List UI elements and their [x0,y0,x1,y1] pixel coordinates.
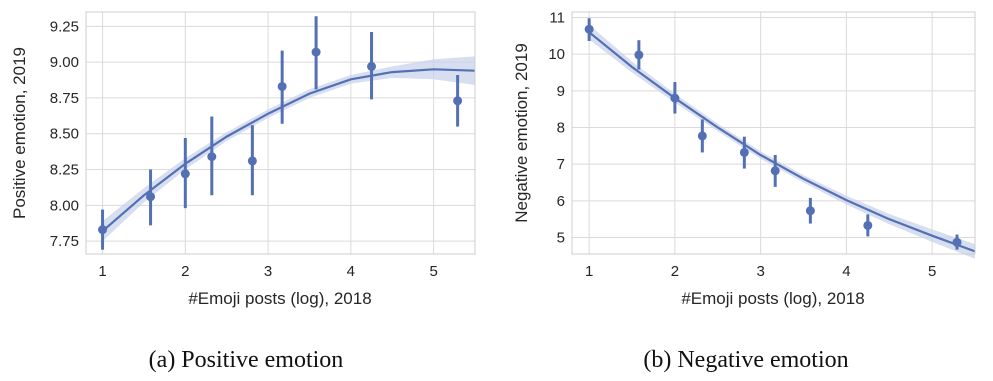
x-tick-label: 5 [928,263,936,280]
fit-line [588,31,976,253]
data-point [453,96,463,106]
y-tick-label: 5 [557,230,565,247]
data-point [863,220,873,230]
y-axis-label: Negative emotion, 2019 [512,43,531,223]
data-points [584,24,962,247]
panel-negative-emotion: 1 2 3 4 5 5 6 7 8 9 10 11 #Emoji posts (log), 2018… [512,10,976,373]
data-point [770,166,780,176]
x-axis-label: #Emoji posts (log), 2018 [681,289,864,308]
x-tick-label: 1 [98,263,106,280]
x-tick-label: 2 [181,263,189,280]
x-tick-label: 3 [756,263,764,280]
confidence-band-area [102,56,475,242]
y-tick-label: 6 [557,193,565,210]
y-tick-label: 8.50 [50,126,79,143]
grid-lines [572,12,975,254]
confidence-band-area [589,24,975,259]
data-point [146,192,156,202]
x-axis-label: #Emoji posts (log), 2018 [188,289,371,308]
y-tick-labels: 7.75 8.00 8.25 8.50 8.75 9.00 9.25 [50,18,79,250]
y-tick-label: 11 [549,10,565,27]
y-tick-label: 7.75 [50,233,79,250]
fit-line [101,68,476,232]
x-tick-label: 5 [429,263,437,280]
data-point [670,93,680,103]
data-point [207,152,217,162]
y-tick-labels: 5 6 7 8 9 10 11 [548,10,565,247]
x-tick-label: 2 [671,263,679,280]
y-tick-label: 9 [557,83,565,100]
data-point [277,81,287,91]
data-point [634,50,644,60]
y-axis-label: Positive emotion, 2019 [10,47,29,219]
plot-area [86,12,475,254]
data-point [739,147,749,157]
x-tick-label: 3 [264,263,272,280]
data-point [952,237,962,247]
data-point [805,206,815,216]
y-tick-label: 9.25 [50,18,79,35]
x-tick-label: 4 [347,263,355,280]
confidence-band [102,56,475,242]
data-point [584,24,594,34]
y-tick-label: 8 [557,120,565,137]
plot-frame [85,11,476,255]
y-tick-label: 9.00 [50,54,79,71]
y-tick-label: 10 [548,46,565,63]
x-tick-label: 4 [842,263,850,280]
caption-a: (a) Positive emotion [149,347,344,373]
data-point [367,61,377,71]
confidence-band [589,24,975,259]
data-point [311,47,321,57]
y-tick-label: 7 [557,156,565,173]
plot-area [572,12,975,254]
caption-b: (b) Negative emotion [643,347,848,373]
y-tick-label: 8.75 [50,90,79,107]
plot-frame [571,11,976,255]
fit-curve [588,31,976,253]
fit-curve [101,68,476,232]
data-point [247,156,257,166]
x-tick-label: 1 [585,263,593,280]
data-point [697,131,707,141]
x-tick-labels: 1 2 3 4 5 [98,263,437,280]
panel-positive-emotion: 1 2 3 4 5 7.75 8.00 8.25 8.50 8.75 9.00 9.25 #Emoj… [10,11,476,373]
y-tick-label: 8.25 [50,162,79,179]
data-points [98,47,463,235]
data-point [180,169,190,179]
data-point [98,225,108,235]
y-tick-label: 8.00 [50,197,79,214]
x-tick-labels: 1 2 3 4 5 [585,263,936,280]
